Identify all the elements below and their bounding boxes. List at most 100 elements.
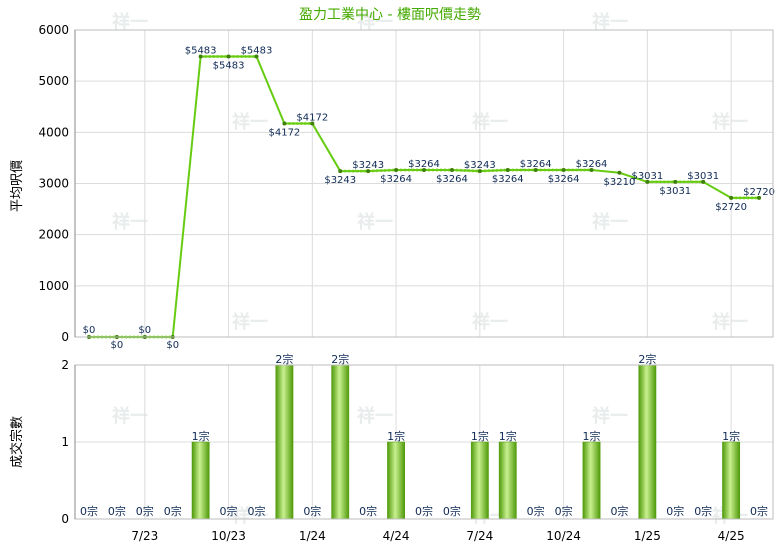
watermark-text: 祥一 [472, 311, 508, 333]
x-tick-label: 7/24 [466, 529, 493, 543]
volume-data-label: 0宗 [443, 504, 461, 518]
price-point [226, 54, 231, 59]
x-tick-label: 7/23 [131, 529, 158, 543]
price-data-label: $0 [166, 340, 179, 351]
price-point [757, 195, 762, 200]
price-point [422, 167, 426, 172]
price-point [561, 167, 566, 172]
volume-data-label: 0宗 [220, 504, 238, 518]
price-point [254, 54, 259, 59]
volume-y-tick-label: 2 [61, 358, 69, 372]
volume-y-tick-label: 1 [61, 435, 69, 449]
volume-data-label: 0宗 [610, 504, 628, 518]
volume-data-label: 0宗 [666, 504, 684, 518]
price-point [673, 179, 678, 184]
price-y-tick-label: 5000 [38, 74, 69, 88]
volume-data-label: 0宗 [80, 504, 98, 518]
watermark-text: 祥一 [712, 311, 748, 333]
x-tick-label: 1/25 [634, 529, 661, 543]
price-data-label: $3264 [408, 159, 440, 170]
price-data-label: $2720 [715, 202, 747, 213]
volume-bar [638, 364, 657, 520]
volume-data-label: 1宗 [722, 429, 740, 443]
price-point [701, 179, 706, 184]
price-data-label: $3031 [659, 186, 691, 197]
price-point [282, 121, 287, 126]
volume-data-label: 0宗 [694, 504, 712, 518]
label-layer: 0宗 0宗 0宗 0宗 1宗 0宗 0宗 2宗 0宗 2宗 0宗 1宗 0宗 0宗 1宗 1宗 0宗 0宗 1宗 0宗… [80, 45, 775, 518]
price-data-label: $5483 [185, 45, 217, 56]
price-point [589, 167, 594, 172]
price-data-label: $3264 [548, 174, 580, 185]
volume-bar [582, 441, 601, 520]
volume-data-label: 1宗 [583, 429, 601, 443]
volume-data-label: 2宗 [638, 352, 656, 366]
volume-data-label: 0宗 [359, 504, 377, 518]
volume-data-label: 0宗 [136, 504, 154, 518]
price-data-label: $3210 [604, 177, 636, 188]
price-data-label: $3243 [352, 160, 384, 171]
chart-title: 盈力工業中心 - 樓面呎價走勢 [299, 6, 481, 23]
watermark-text: 祥一 [232, 505, 268, 527]
price-point [338, 169, 343, 174]
price-point [645, 179, 650, 184]
price-data-label: $4172 [268, 128, 300, 139]
price-data-label: $3264 [492, 174, 524, 185]
x-tick-label: 4/25 [718, 529, 745, 543]
price-data-label: $0 [83, 325, 96, 336]
watermark-layer: 祥一祥一祥一祥一祥一祥一祥一祥一祥一祥一祥一祥一祥一祥一祥一祥一祥一祥一 [112, 11, 748, 527]
volume-data-label: 0宗 [527, 504, 545, 518]
volume-data-label: 2宗 [331, 352, 349, 366]
price-y-tick-label: 2000 [38, 228, 69, 242]
volume-data-label: 0宗 [555, 504, 573, 518]
price-data-label: $3243 [324, 175, 356, 186]
watermark-text: 祥一 [112, 211, 148, 233]
x-tick-label: 1/24 [299, 529, 326, 543]
volume-bar [498, 441, 517, 520]
watermark-text: 祥一 [112, 405, 148, 427]
watermark-text: 祥一 [232, 311, 268, 333]
price-point [729, 195, 734, 200]
volume-data-label: 1宗 [471, 429, 489, 443]
x-tick-label: 10/24 [546, 529, 581, 543]
watermark-text: 祥一 [357, 211, 393, 233]
price-y-tick-label: 4000 [38, 125, 69, 139]
price-data-label: $3031 [687, 171, 719, 182]
volume-y-axis-label: 成交宗數 [9, 416, 25, 468]
x-tick-label: 10/23 [211, 529, 246, 543]
watermark-text: 祥一 [592, 11, 628, 33]
price-y-axis-label: 平均呎價 [10, 160, 25, 212]
price-point [198, 54, 203, 59]
watermark-text: 祥一 [357, 11, 393, 33]
bar-layer [191, 364, 741, 520]
volume-data-label: 0宗 [108, 504, 126, 518]
price-point [449, 167, 454, 172]
volume-data-label: 2宗 [275, 352, 293, 366]
volume-bar [387, 441, 405, 520]
volume-data-label: 0宗 [415, 504, 433, 518]
volume-data-label: 0宗 [164, 504, 182, 518]
price-point [477, 169, 482, 174]
price-data-label: $5483 [213, 60, 245, 71]
price-data-label: $4172 [296, 113, 328, 124]
price-data-label: $3264 [576, 159, 608, 170]
price-data-label: $3243 [464, 160, 496, 171]
watermark-text: 祥一 [592, 405, 628, 427]
price-y-tick-label: 1000 [38, 279, 69, 293]
watermark-text: 祥一 [712, 111, 748, 133]
price-point [366, 169, 371, 174]
price-data-label: $0 [111, 340, 124, 351]
volume-bar [191, 441, 210, 520]
price-data-label: $5483 [241, 45, 273, 56]
price-data-label: $0 [138, 325, 151, 336]
price-data-label: $2720 [743, 187, 775, 198]
price-point [394, 167, 399, 172]
volume-bar [331, 364, 350, 520]
price-data-label: $3264 [520, 159, 552, 170]
volume-data-label: 0宗 [303, 504, 321, 518]
price-y-tick-label: 6000 [38, 23, 69, 37]
volume-data-label: 0宗 [750, 504, 768, 518]
volume-data-label: 1宗 [387, 429, 405, 443]
